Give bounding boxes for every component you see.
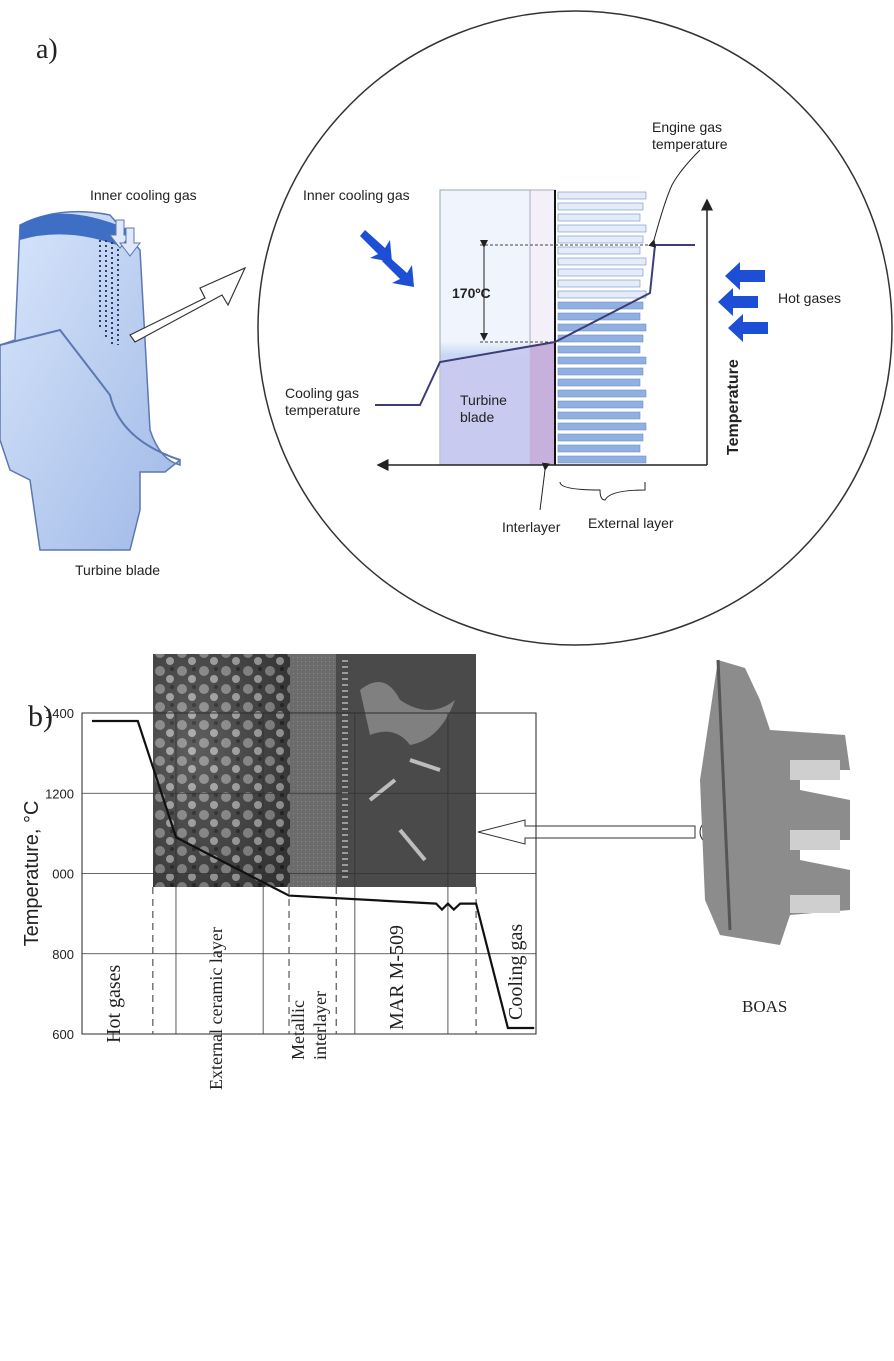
layer-stripe: [557, 389, 647, 398]
y-axis-label: Temperature, °C: [21, 801, 43, 947]
layer-stripe: [557, 411, 641, 420]
layer-stripe: [557, 455, 647, 464]
callout-label: Inner cooling gas: [90, 187, 197, 203]
layer-stripe: [557, 279, 641, 288]
region-label: External ceramic layer: [206, 927, 226, 1090]
layer-stripe: [557, 378, 641, 387]
layer-stripe: [557, 257, 647, 266]
region-label: MAR M-509: [386, 925, 408, 1030]
layer-stripe: [557, 444, 641, 453]
layer-stripe: [557, 356, 647, 365]
layer-diagram: [360, 149, 768, 511]
boas-illustration: [700, 659, 850, 945]
layer-stripe: [557, 224, 647, 233]
y-tick-label: 1200: [45, 786, 74, 801]
region-label: Cooling gas: [505, 924, 527, 1020]
caption: Turbine blade: [75, 562, 160, 578]
delta-label: 170ºC: [452, 285, 491, 301]
label: External layer: [588, 515, 674, 531]
layer-stripe: [557, 334, 644, 343]
label: Hot gases: [778, 290, 841, 306]
y-tick-label: 1400: [45, 706, 74, 721]
label: Turbine blade: [460, 392, 507, 425]
layer-stripe: [557, 202, 644, 211]
pointer-arrow: [477, 819, 696, 845]
y-tick-label: 000: [52, 867, 74, 882]
region-label: Hot gases: [103, 964, 125, 1043]
layer-stripe: [557, 191, 647, 200]
panel-label: a): [36, 34, 58, 65]
label: Interlayer: [502, 519, 561, 535]
label: Inner cooling gas: [303, 187, 410, 203]
layer-stripe: [557, 400, 644, 409]
layer-stripe: [557, 433, 644, 442]
layer-stripe: [557, 246, 641, 255]
temperature-line: [92, 719, 535, 1030]
axis-label: Temperature: [725, 359, 742, 455]
magnifier-circle: [257, 10, 893, 646]
turbine-blade-illustration: [0, 210, 247, 551]
layer-stripe: [557, 367, 644, 376]
layer-stripe: [557, 213, 641, 222]
layer-stripe: [557, 422, 647, 431]
layer-stripe: [557, 301, 644, 310]
layer-stripe: [557, 323, 647, 332]
y-tick-label: 600: [52, 1027, 74, 1042]
layer-stripe: [557, 345, 641, 354]
layer-stripe: [557, 268, 644, 277]
label: BOAS: [742, 997, 787, 1016]
label: Engine gas temperature: [652, 119, 728, 152]
label: Cooling gas temperature: [285, 385, 361, 418]
region-label: Metallic interlayer: [288, 991, 330, 1060]
panel-label: b): [28, 700, 53, 733]
micrograph: [153, 654, 476, 887]
y-tick-label: 800: [52, 947, 74, 962]
temperature-chart: 1400 1200 000 800 600 Temperature, °C Hot gase…: [21, 706, 537, 1090]
layer-stripe: [557, 290, 647, 299]
layer-stripe: [557, 235, 644, 244]
